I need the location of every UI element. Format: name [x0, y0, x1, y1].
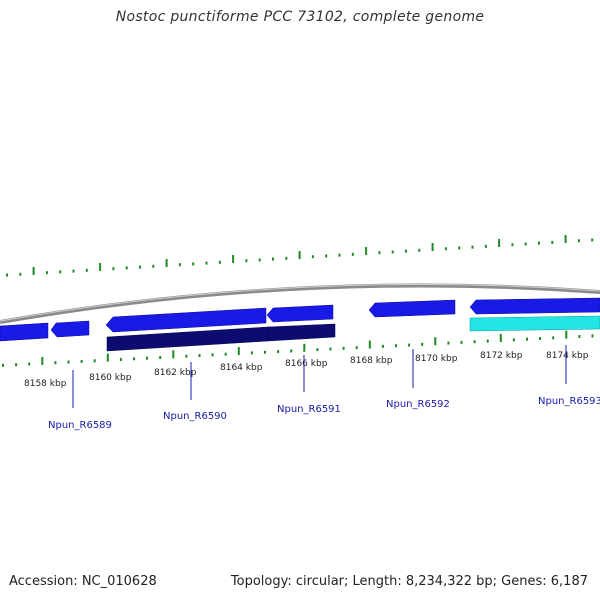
gene-label: Npun_R6591 [277, 404, 341, 415]
scale-label: 8170 kbp [415, 354, 458, 364]
gene-label-track: Npun_R6589 Npun_R6590 Npun_R6591 Npun_R6592… [48, 396, 600, 431]
gene-arrow-1[interactable] [0, 322, 49, 342]
genome-backbone [0, 283, 600, 324]
scale-label-track: 8158 kbp 8160 kbp 8162 kbp 8164 kbp 8166 kbp… [24, 351, 589, 389]
gene-arrow-2[interactable] [50, 320, 90, 338]
gene-arrow-6[interactable] [469, 297, 600, 315]
scale-label: 8172 kbp [480, 351, 523, 361]
scale-label: 8160 kbp [89, 373, 132, 383]
scale-label: 8168 kbp [350, 356, 393, 366]
accession-text: Accession: NC_010628 [9, 574, 157, 589]
genome-backbone-highlight [0, 283, 600, 322]
gene-leader-lines [72, 345, 567, 408]
genome-summary-text: Topology: circular; Length: 8,234,322 bp… [230, 574, 588, 589]
gene-label: Npun_R6592 [386, 399, 450, 410]
gene-label: Npun_R6589 [48, 420, 112, 431]
gene-block-navy-2[interactable] [267, 323, 336, 342]
inner-tick-track [2, 330, 594, 367]
outer-tick-track [6, 235, 594, 277]
gene-arrow-5[interactable] [368, 299, 456, 318]
gene-arrow-3[interactable] [105, 307, 267, 333]
gene-block-cyan[interactable] [469, 315, 600, 332]
map-title: Nostoc punctiforme PCC 73102, complete g… [115, 9, 485, 25]
scale-label: 8166 kbp [285, 359, 328, 369]
scale-label: 8158 kbp [24, 379, 67, 389]
gene-arrow-4[interactable] [266, 304, 334, 323]
scale-label: 8164 kbp [220, 363, 263, 373]
gene-label: Npun_R6590 [163, 411, 227, 422]
scale-label: 8174 kbp [546, 351, 589, 361]
scale-label: 8162 kbp [154, 368, 197, 378]
gene-label: Npun_R6593 [538, 396, 600, 407]
